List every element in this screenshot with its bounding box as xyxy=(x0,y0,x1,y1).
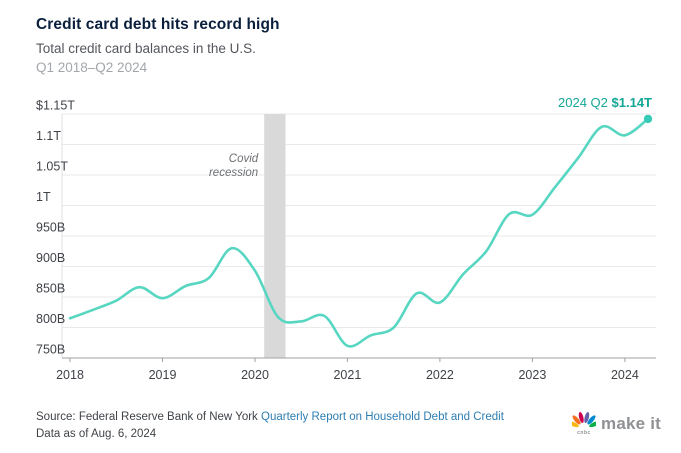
covid-recession-band xyxy=(264,114,286,358)
x-tick-label: 2023 xyxy=(518,368,546,382)
y-tick-label: 950B xyxy=(36,221,65,235)
line-chart: Covid recession $1.15T 1.1T 1.05T 1T 950B 900B 8… xyxy=(36,99,656,382)
end-point-dot xyxy=(643,114,653,124)
x-tick-label: 2021 xyxy=(333,368,361,382)
cnbc-peacock-icon xyxy=(572,411,596,428)
page-title: Credit card debt hits record high xyxy=(36,16,280,33)
source-note: Source: Federal Reserve Bank of New York… xyxy=(36,409,504,443)
source-line: Source: Federal Reserve Bank of New York… xyxy=(36,409,504,426)
makeit-wordmark: make it xyxy=(601,413,661,433)
date-range: Q1 2018–Q2 2024 xyxy=(36,60,148,75)
debt-line xyxy=(68,117,650,348)
x-tick-label: 2020 xyxy=(241,368,269,382)
y-tick-label: 800B xyxy=(36,312,65,326)
cnbc-wordmark: cnbc xyxy=(577,430,591,436)
x-tick-label: 2018 xyxy=(56,368,84,382)
y-tick-label: 1.05T xyxy=(36,160,68,174)
y-tick-label: 850B xyxy=(36,282,65,296)
x-tick-label: 2024 xyxy=(611,368,639,382)
brand-logo: cnbc make it xyxy=(572,411,661,436)
source-link[interactable]: Quarterly Report on Household Debt and C… xyxy=(261,411,504,423)
annotation-value: $1.14T xyxy=(611,95,652,110)
x-tick-label: 2019 xyxy=(149,368,177,382)
covid-band-label-line2: recession xyxy=(209,167,258,179)
y-tick-label: 750B xyxy=(36,343,65,357)
y-tick-label: $1.15T xyxy=(36,99,75,113)
x-tick-label: 2022 xyxy=(426,368,454,382)
chart-subtitle: Total credit card balances in the U.S. xyxy=(36,41,256,56)
peacock-wrap: cnbc xyxy=(572,411,596,436)
source-label: Source: Federal Reserve Bank of New York xyxy=(36,411,262,423)
covid-band-label: Covid xyxy=(229,153,259,165)
latest-value-annotation: 2024 Q2 $1.14T xyxy=(558,95,652,110)
data-as-of: Data as of Aug. 6, 2024 xyxy=(36,428,157,440)
y-tick-label: 1T xyxy=(36,190,51,204)
y-tick-label: 1.1T xyxy=(36,129,61,143)
annotation-quarter-label: 2024 Q2 xyxy=(558,95,608,110)
y-tick-label: 900B xyxy=(36,251,65,265)
